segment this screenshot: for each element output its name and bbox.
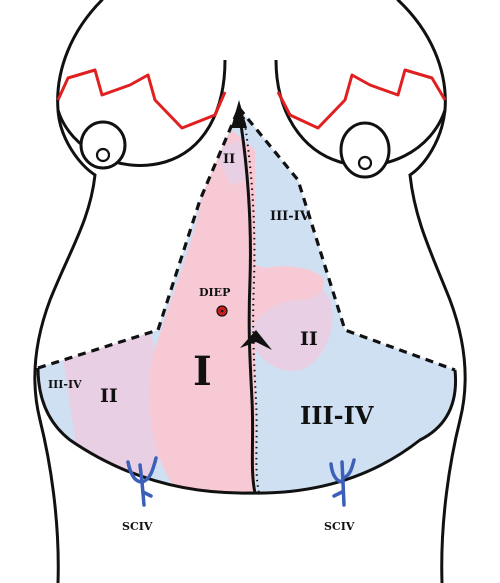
zone-2-right-label: II xyxy=(300,328,318,350)
zone-34-top-label: III-IV xyxy=(270,209,311,224)
zone-34-left-label: III-IV xyxy=(48,378,82,391)
diep-perforator-center xyxy=(220,309,224,313)
right-areola xyxy=(339,121,391,179)
zone-34-right-label: III-IV xyxy=(300,401,374,430)
sciv-left-label: SCIV xyxy=(122,520,153,533)
torso-outline xyxy=(33,0,467,583)
zone-2-left-label: II xyxy=(100,385,118,407)
midline-top-arrow xyxy=(231,100,247,128)
flap-border-dashed xyxy=(37,106,456,372)
umbilicus-icon xyxy=(240,330,272,350)
right-breast xyxy=(274,59,447,179)
zone-1-label: I xyxy=(193,348,212,395)
left-nipple xyxy=(95,147,111,163)
flap-border-bottom xyxy=(36,367,458,495)
zone-2-top-region xyxy=(215,140,248,185)
sciv-vein-right xyxy=(329,458,356,507)
zone-2-top-label: II xyxy=(223,152,235,167)
left-areola xyxy=(79,120,127,170)
zone-1-region xyxy=(149,130,324,494)
left-breast xyxy=(56,59,227,170)
sciv-right-label: SCIV xyxy=(324,520,355,533)
right-nipple xyxy=(357,155,373,171)
breast-incision-markings xyxy=(56,68,447,130)
sciv-vein-left xyxy=(126,456,158,507)
midline xyxy=(231,100,260,494)
diep-label: DIEP xyxy=(199,286,230,299)
